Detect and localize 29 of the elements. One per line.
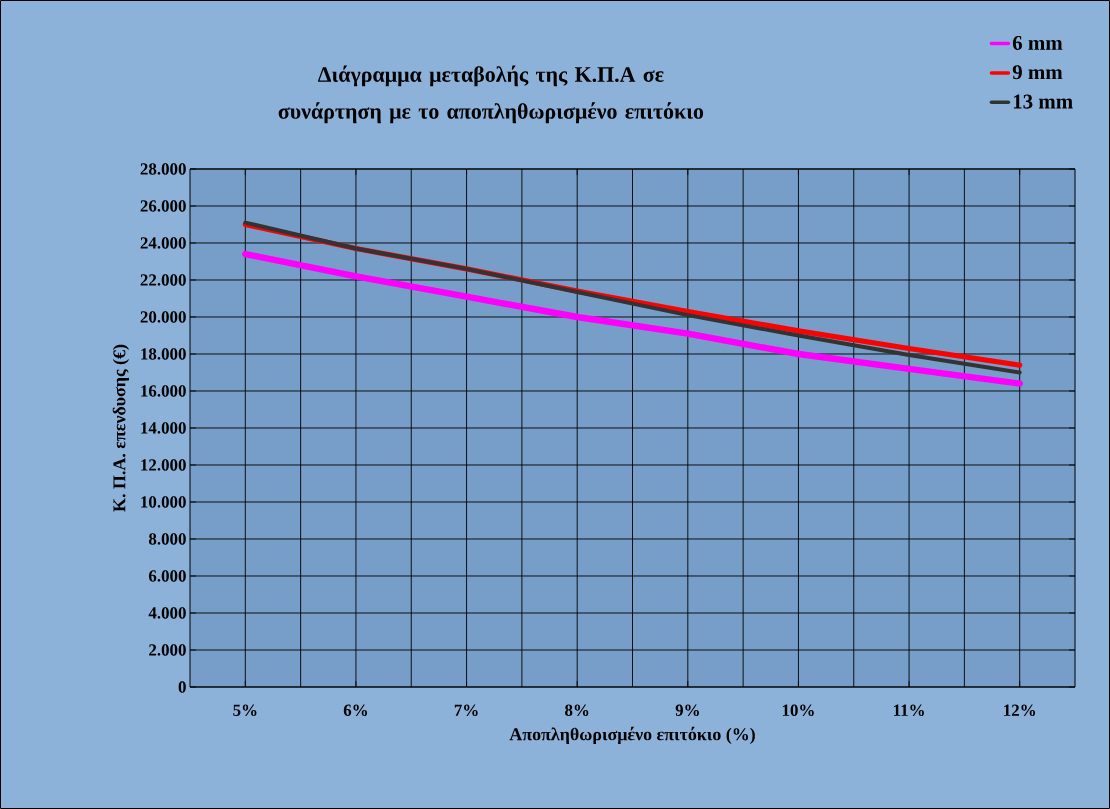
y-tick-label: 14.000 (141, 422, 186, 434)
chart-title: Διάγραμμα μεταβολής της Κ.Π.Α σε συνάρτηση με το αποπληθωρισμένο επιτόκιο (278, 65, 704, 124)
y-tick-label: 24.000 (140, 237, 186, 249)
y-tick-label: 28.000 (140, 163, 186, 175)
x-axis-title: Αποπληθωρισμένο επιτόκιο (%) (509, 726, 755, 744)
y-tick-label: 10.000 (141, 496, 186, 508)
y-tick-label: 8.000 (148, 533, 186, 545)
x-tick-label: 5% (233, 704, 257, 716)
y-tick-label: 18.000 (141, 348, 186, 360)
legend-label: 9 mm (1012, 65, 1063, 80)
x-tick-label: 11% (893, 704, 924, 716)
y-tick-label: 4.000 (148, 607, 186, 619)
x-tick-label: 8% (565, 704, 589, 716)
x-tick-label: 6% (343, 704, 368, 716)
legend-label: 13 mm (1013, 94, 1073, 109)
y-tick-label: 22.000 (140, 274, 186, 286)
y-tick-label: 16.000 (141, 385, 186, 397)
x-tick-label: 10% (782, 704, 814, 716)
y-tick-label: 20.000 (140, 311, 186, 323)
y-axis-title: Κ. Π.Α. επενδυσης (€) (112, 344, 130, 512)
y-tick-label: 26.000 (140, 200, 186, 212)
x-tick-label: 12% (1004, 704, 1036, 716)
y-tick-label: 6.000 (148, 570, 186, 582)
y-tick-label: 12.000 (141, 459, 186, 471)
y-tick-label: 0 (178, 681, 186, 693)
y-tick-label: 2.000 (149, 644, 186, 656)
x-tick-label: 7% (454, 704, 478, 716)
x-tick-label: 9% (675, 704, 699, 716)
legend-label: 6 mm (1012, 35, 1063, 50)
